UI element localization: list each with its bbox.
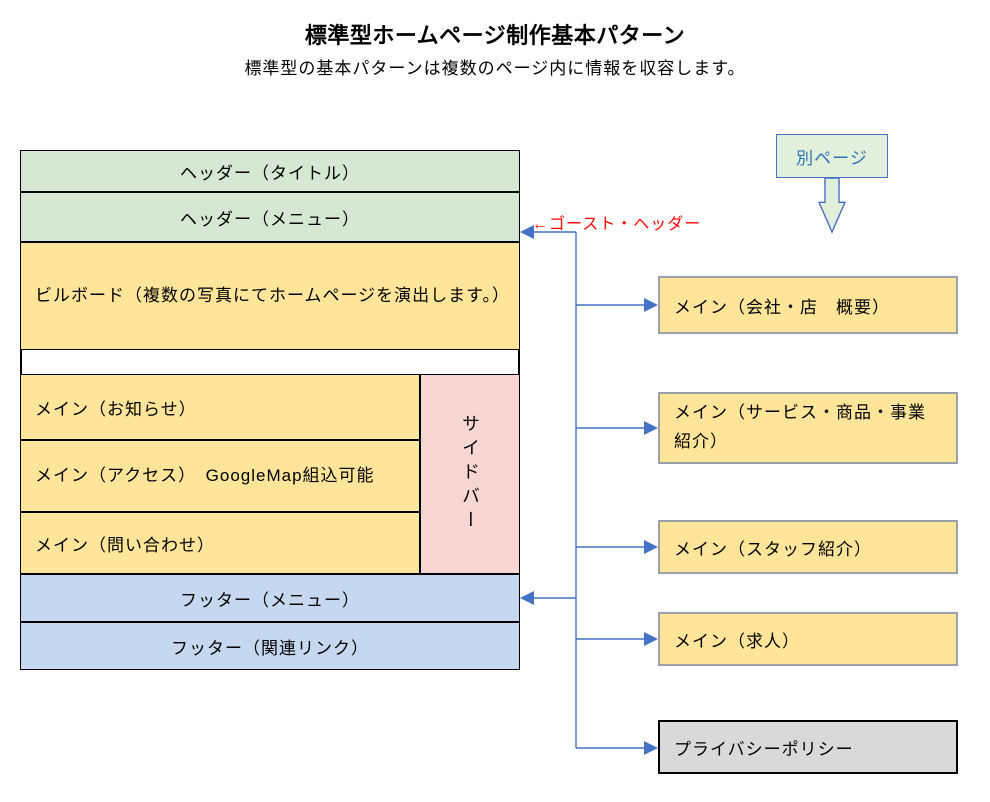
other-page-box: 別ページ [776, 134, 888, 178]
page-title: 標準型ホームページ制作基本パターン [0, 18, 990, 50]
block-main-access: メイン（アクセス） GoogleMap組込可能 [20, 440, 420, 512]
block-main-service: メイン（サービス・商品・事業紹介） [658, 392, 958, 464]
block-main-staff: メイン（スタッフ紹介） [658, 520, 958, 574]
block-billboard: ビルボード（複数の写真にてホームページを演出します。） [20, 242, 520, 350]
block-main-contact: メイン（問い合わせ） [20, 512, 420, 574]
page-subtitle: 標準型の基本パターンは複数のページ内に情報を収容します。 [0, 54, 990, 79]
block-sidebar: サイドバー [420, 374, 520, 574]
block-footer-links: フッター（関連リンク） [20, 622, 520, 670]
block-main-recruit: メイン（求人） [658, 612, 958, 666]
block-privacy: プライバシーポリシー [658, 720, 958, 774]
block-main-news: メイン（お知らせ） [20, 374, 420, 440]
block-header-title: ヘッダー（タイトル） [20, 150, 520, 192]
block-header-menu: ヘッダー（メニュー） [20, 192, 520, 242]
ghost-header-label: ←ゴースト・ヘッダー [532, 210, 701, 234]
block-main-company: メイン（会社・店 概要） [658, 276, 958, 334]
block-footer-menu: フッター（メニュー） [20, 574, 520, 622]
